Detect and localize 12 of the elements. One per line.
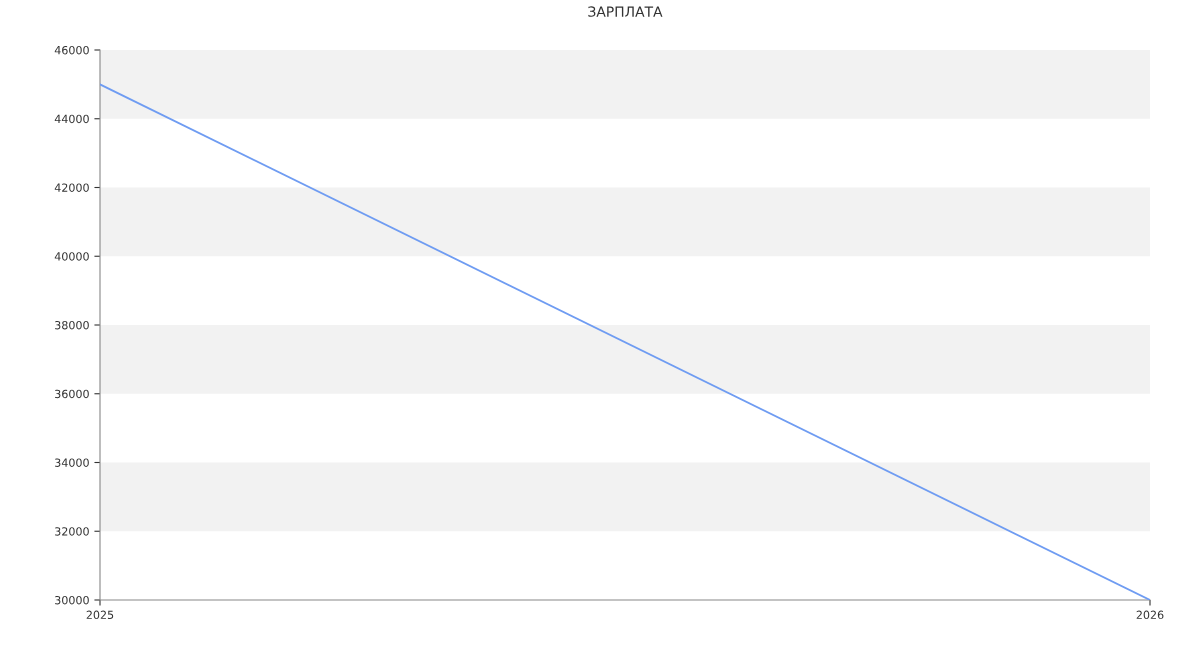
y-tick-label: 46000	[54, 45, 89, 55]
y-tick-label: 40000	[54, 252, 89, 261]
y-tick-label: 30000	[55, 595, 89, 605]
y-tick-label: 44000	[54, 114, 89, 124]
y-tick-label: 38000	[55, 320, 89, 330]
y-tick-label: 34000	[55, 458, 89, 467]
chart-title: ЗАРПЛАТА	[588, 6, 663, 17]
y-tick-label: 36000	[55, 389, 89, 399]
y-tick-label: 32000	[55, 527, 89, 536]
x-tick-label: 2026	[1136, 610, 1164, 620]
x-tick-label: 2025	[86, 610, 114, 620]
y-tick-label: 42000	[54, 183, 89, 192]
